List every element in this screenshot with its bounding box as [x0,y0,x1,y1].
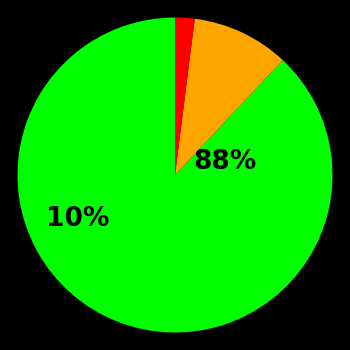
Wedge shape [18,18,332,332]
Wedge shape [175,19,283,175]
Wedge shape [175,18,195,175]
Text: 10%: 10% [46,206,109,232]
Text: 88%: 88% [194,149,257,175]
